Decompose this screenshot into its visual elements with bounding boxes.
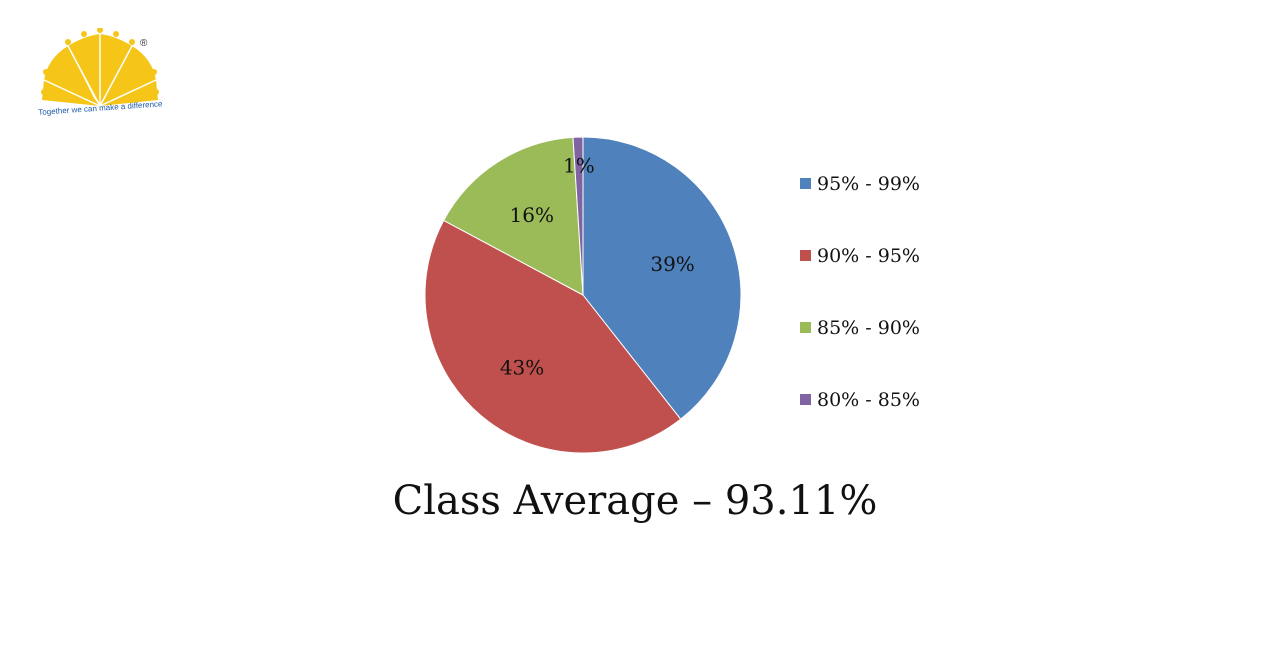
pie-slice-1 — [424, 219, 682, 454]
pie-slice-2 — [443, 136, 584, 296]
slice-label-3: 1% — [563, 154, 595, 178]
company-logo: ® Together we can make a difference — [34, 28, 166, 132]
chart-title: Class Average – 93.11% — [392, 478, 878, 524]
slice-label-1: 43% — [500, 356, 544, 380]
legend-swatch-1 — [800, 250, 811, 261]
legend-label-1: 90% - 95% — [817, 245, 920, 267]
legend-swatch-2 — [800, 322, 811, 333]
legend-label-2: 85% - 90% — [817, 317, 920, 339]
pie-slice-3 — [572, 136, 584, 296]
sunburst-logo-icon — [41, 28, 159, 107]
legend-label-3: 80% - 85% — [817, 389, 920, 411]
pie-slice-0 — [582, 136, 742, 420]
legend-swatch-0 — [800, 178, 811, 189]
legend-swatch-3 — [800, 394, 811, 405]
legend-label-0: 95% - 99% — [817, 173, 920, 195]
slice-label-2: 16% — [510, 203, 554, 227]
registered-mark: ® — [140, 38, 148, 49]
slice-label-0: 39% — [650, 252, 694, 276]
